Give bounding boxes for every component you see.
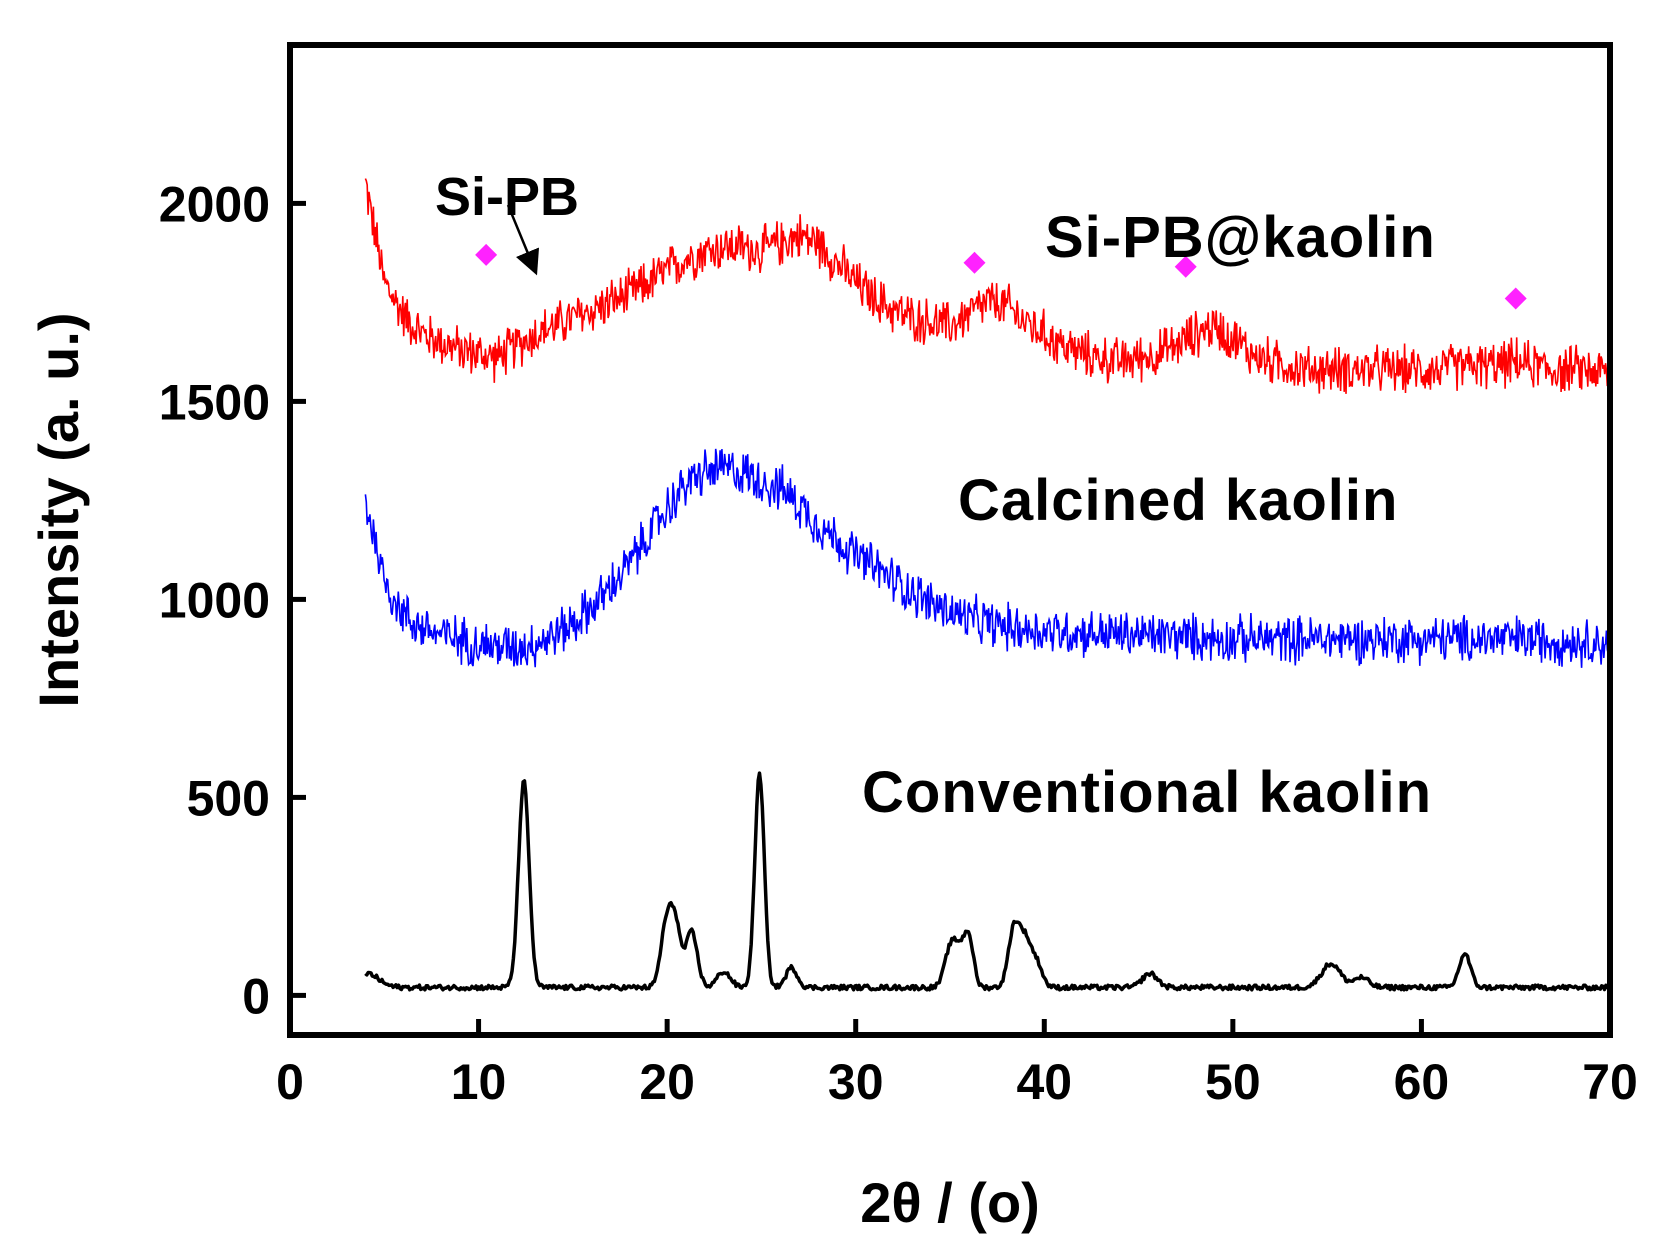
y-tick-label-500: 500 (187, 770, 270, 826)
tick-layer: 0 10 20 30 40 50 60 70 0 500 1000 1500 2000 (159, 176, 1638, 1110)
y-tick-label-2000: 2000 (159, 176, 270, 232)
y-tick-label-0: 0 (242, 968, 270, 1024)
peak-marker-1 (475, 243, 498, 266)
x-tick-label-70: 70 (1582, 1054, 1638, 1110)
series-layer (364, 178, 1612, 992)
peak-marker-2 (963, 251, 986, 274)
series-line-si-pb-kaolin (364, 178, 1611, 394)
plot-frame (287, 42, 1613, 1038)
si-pb-arrow (506, 204, 540, 276)
series-line-conventional-kaolin (364, 771, 1612, 992)
marker-layer (475, 243, 1527, 310)
x-tick-label-40: 40 (1016, 1054, 1072, 1110)
x-tick-label-60: 60 (1394, 1054, 1450, 1110)
si-pb-label: Si-PB (435, 167, 579, 227)
peak-marker-4 (1504, 287, 1527, 310)
y-axis-title: Intensity (a. u.) (27, 312, 90, 707)
y-tick-label-1000: 1000 (159, 572, 270, 628)
x-axis-title: 2θ / (o) (860, 1171, 1040, 1234)
peak-marker-3 (1174, 255, 1197, 278)
series-label-si-pb-kaolin: Si-PB@kaolin (1045, 205, 1436, 270)
series-label-conventional-kaolin: Conventional kaolin (862, 760, 1432, 825)
x-tick-label-10: 10 (451, 1054, 507, 1110)
series-label-calcined-kaolin: Calcined kaolin (958, 468, 1398, 533)
y-tick-label-1500: 1500 (159, 374, 270, 430)
series-line-calcined-kaolin (364, 448, 1611, 668)
x-tick-label-50: 50 (1205, 1054, 1261, 1110)
x-tick-label-20: 20 (639, 1054, 695, 1110)
x-tick-label-30: 30 (828, 1054, 884, 1110)
x-tick-label-0: 0 (276, 1054, 304, 1110)
